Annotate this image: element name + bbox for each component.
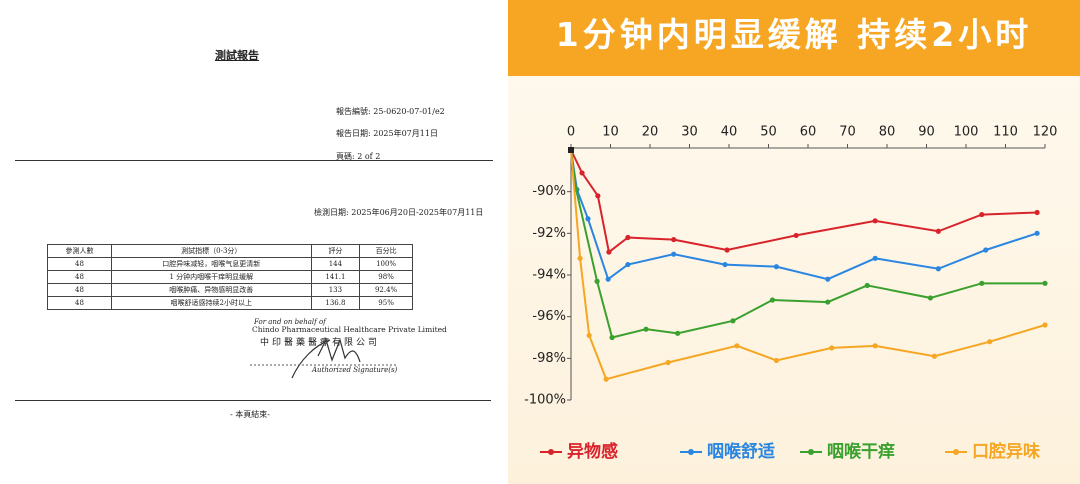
legend-label: 咽喉干痒 xyxy=(827,441,895,462)
data-point xyxy=(825,299,831,305)
data-point xyxy=(577,255,583,261)
signature-label: Authorized Signature(s) xyxy=(312,366,398,374)
report-title: 測試報告 xyxy=(215,49,259,62)
legend-dot xyxy=(808,449,814,455)
legend-dot xyxy=(548,449,554,455)
data-point xyxy=(979,211,985,218)
x-tick-label: 0 xyxy=(567,125,575,140)
report-date: 報告日期: 2025年07月11日 xyxy=(336,129,438,138)
x-tick-label: 60 xyxy=(800,125,817,140)
y-tick-label: -100% xyxy=(524,393,566,408)
data-point xyxy=(1034,209,1040,216)
table-cell: 95% xyxy=(359,296,413,310)
series-line xyxy=(570,149,1038,281)
y-tick-label: -98% xyxy=(532,351,566,366)
data-point xyxy=(605,276,611,282)
data-point xyxy=(935,266,941,272)
x-tick-label: 20 xyxy=(642,125,659,140)
series-line xyxy=(570,149,1045,339)
table-cell: 咽喉舒适感持续2小时以上 xyxy=(110,296,312,310)
data-point xyxy=(987,339,993,345)
data-point xyxy=(724,247,730,253)
page-end: - 本頁結束- xyxy=(230,410,270,419)
result-table: 參測人數 測試指標（0-3分） 評分 百分比 48 口腔异味减轻，咽喉气息更清新 144 1… xyxy=(47,244,413,310)
x-tick-label: 50 xyxy=(760,125,777,140)
x-tick-label: 40 xyxy=(721,125,738,140)
data-point xyxy=(625,261,631,268)
x-tick-label: 80 xyxy=(879,125,896,140)
data-point xyxy=(671,251,677,257)
x-tick-label: 30 xyxy=(681,125,698,140)
data-point xyxy=(643,326,649,332)
data-point xyxy=(603,376,609,382)
table-row: 48 咽喉舒适感持续2小时以上 136.8 95% xyxy=(47,296,413,310)
chart-panel: 1分钟内明显缓解 持续2小时 xyxy=(508,0,1080,484)
page-number: 頁碼: 2 of 2 xyxy=(336,152,381,161)
data-point xyxy=(595,193,601,199)
series-line xyxy=(570,149,1038,254)
data-point xyxy=(872,255,878,261)
data-point xyxy=(931,353,938,359)
data-point xyxy=(793,232,799,239)
rule xyxy=(15,160,493,161)
series-line xyxy=(570,149,1046,381)
data-point xyxy=(606,249,612,255)
legend-label: 异物感 xyxy=(567,441,618,462)
table-row: 48 1 分钟内咽喉干痒明显缓解 141.1 98% xyxy=(47,270,413,284)
test-date: 檢測日期: 2025年06月20日-2025年07月11日 xyxy=(314,208,484,217)
behalf: For and on behalf of xyxy=(254,318,326,326)
data-point xyxy=(829,345,835,351)
legend-dot xyxy=(953,449,959,455)
x-tick-label: 110 xyxy=(993,125,1018,140)
data-point xyxy=(730,318,736,324)
data-point xyxy=(979,280,985,286)
data-point xyxy=(609,334,615,341)
y-tick-label: -90% xyxy=(532,184,566,199)
data-point xyxy=(872,343,878,349)
data-point xyxy=(1034,230,1040,236)
test-report: 測試報告 報告編號: 25-0620-07-01/e2 報告日期: 2025年0… xyxy=(0,0,505,484)
data-point xyxy=(773,357,780,364)
data-point xyxy=(872,218,878,224)
x-tick-label: 70 xyxy=(839,125,856,140)
chart-title: 1分钟内明显缓解 持续2小时 xyxy=(508,0,1080,76)
data-point xyxy=(579,170,585,176)
data-point xyxy=(864,282,870,289)
y-tick-label: -94% xyxy=(532,268,566,283)
data-point xyxy=(1042,280,1048,286)
table-cell: 48 xyxy=(47,296,112,310)
report-number: 報告編號: 25-0620-07-01/e2 xyxy=(336,107,445,116)
data-point xyxy=(825,276,831,282)
data-point xyxy=(665,359,671,366)
data-point xyxy=(671,236,677,243)
data-point xyxy=(675,330,681,336)
data-point xyxy=(625,234,631,241)
origin-marker xyxy=(568,147,574,153)
legend-label: 咽喉舒适 xyxy=(707,441,775,462)
company-en: Chindo Pharmaceutical Healthcare Private… xyxy=(252,325,447,334)
legend-dot xyxy=(688,449,694,455)
x-tick-label: 90 xyxy=(918,125,935,140)
data-point xyxy=(983,247,989,253)
legend-label: 口腔异味 xyxy=(972,441,1040,462)
data-point xyxy=(773,264,780,270)
x-tick-label: 10 xyxy=(602,125,619,140)
data-point xyxy=(585,216,591,222)
x-tick-label: 120 xyxy=(1033,125,1058,140)
x-tick-label: 100 xyxy=(954,125,979,140)
rule xyxy=(15,400,491,401)
data-point xyxy=(734,343,740,349)
y-tick-label: -92% xyxy=(532,226,566,241)
data-point xyxy=(586,332,592,339)
data-point xyxy=(935,228,941,234)
data-point xyxy=(1042,322,1048,328)
data-point xyxy=(769,297,776,303)
data-point xyxy=(722,261,728,268)
data-point xyxy=(594,278,600,284)
data-point xyxy=(927,295,934,301)
y-tick-label: -96% xyxy=(532,309,566,324)
